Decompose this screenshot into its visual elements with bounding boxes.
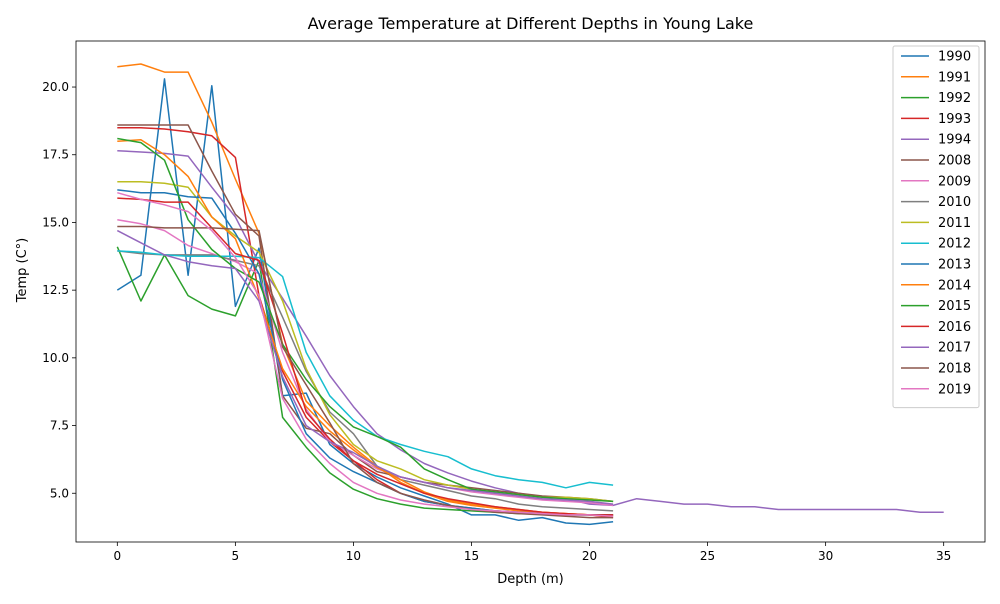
series-line-2012 [117,250,614,489]
plot-frame [75,40,986,543]
series-line-2009 [117,218,614,507]
legend-box [892,45,980,409]
legend-label: 1994 [938,133,971,148]
legend-label: 1992 [938,91,971,106]
y-tick-label: 10.0 [42,351,69,365]
series-line-2019 [117,191,614,518]
legend-label: 2019 [938,382,971,397]
legend-label: 2012 [938,237,971,252]
legend-label: 2013 [938,258,971,273]
legend-label: 2014 [938,278,971,293]
x-tick-label: 35 [936,549,951,563]
y-tick-label: 7.5 [50,419,69,433]
y-tick-label: 12.5 [42,283,69,297]
legend-label: 1991 [938,70,971,85]
x-tick-label: 15 [464,549,479,563]
legend-label: 2008 [938,154,971,169]
series-lines [116,63,944,526]
x-tick-label: 0 [113,549,121,563]
legend: 1990 1991 1992 1993 1994 2008 2009 2010 2011 2012… [892,45,980,409]
series-line-2017 [116,229,614,505]
legend-label: 2016 [938,320,971,335]
legend-label: 2017 [938,341,971,356]
x-tick-label: 10 [346,549,361,563]
series-line-2016 [117,197,614,516]
legend-label: 2010 [938,195,971,210]
series-line-2010 [117,250,614,512]
x-tick-label: 30 [818,549,833,563]
x-tick-label: 5 [232,549,240,563]
x-tick-label: 20 [582,549,597,563]
legend-label: 1993 [938,112,971,127]
x-axis-label: Depth (m) [497,572,564,587]
legend-label: 1990 [938,50,971,65]
series-line-2008 [117,124,614,503]
legend-label: 2011 [938,216,971,231]
series-line-2018 [117,225,614,519]
legend-label: 2018 [938,362,971,377]
y-tick-label: 17.5 [42,148,69,162]
y-tick-label: 5.0 [50,486,69,500]
x-tick-label: 25 [700,549,715,563]
series-line-2015 [117,137,614,503]
y-axis-label: Temp (C°) [15,238,30,304]
y-tick-label: 15.0 [42,215,69,229]
axes: 0 5 10 15 20 25 30 35 5.0 7.5 10.0 12.5 15.0 17.5 20.0 [42,40,986,563]
legend-label: 2009 [938,174,971,189]
y-tick-label: 20.0 [42,80,69,94]
legend-label: 2015 [938,299,971,314]
chart-title: Average Temperature at Different Depths … [308,14,754,33]
